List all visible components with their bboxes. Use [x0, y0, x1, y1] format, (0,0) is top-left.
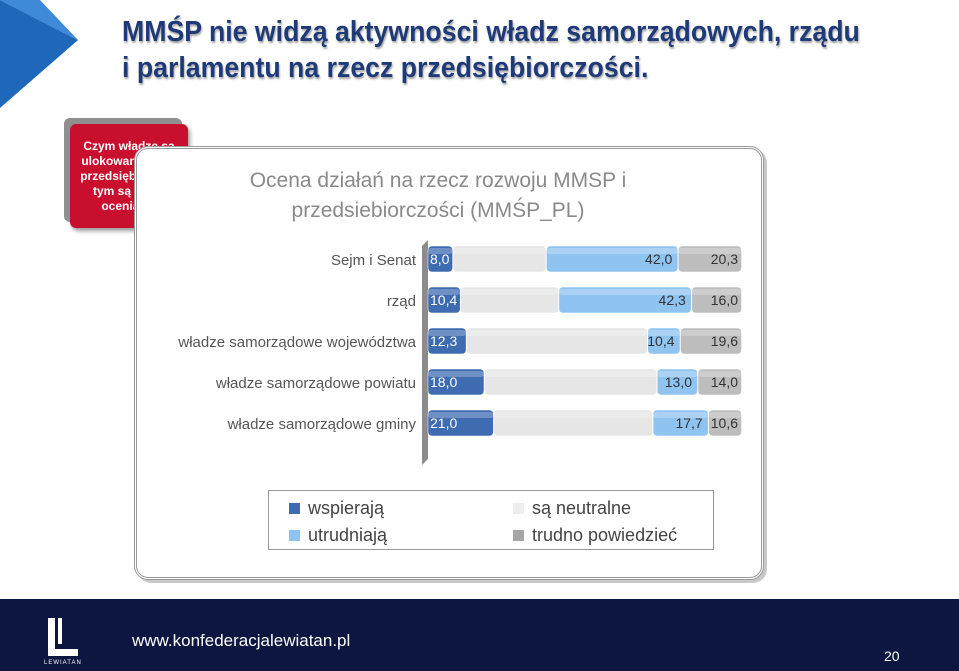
bar-shine-wspieraj--2 — [428, 330, 467, 336]
bar-shine-wspieraj--1 — [428, 289, 461, 295]
chart-title: Ocena działań na rzecz rozwoju MMSP i pr… — [249, 169, 627, 222]
legend-swatch-neutralne — [513, 503, 524, 514]
chart-axis-wall — [422, 240, 428, 465]
bar-trudno-powiedzie--0 — [678, 245, 742, 273]
bar-s-neutralne-3 — [484, 368, 657, 396]
chart-legend: wspierają są neutralne utrudniają trudno… — [268, 490, 714, 550]
bar-shine-utrudniaj--2 — [647, 330, 680, 336]
legend-swatch-utrudniaja — [289, 530, 300, 541]
data-label-utrudniaj--2: 10,4 — [647, 333, 674, 349]
bar-wspieraj--1 — [427, 286, 461, 314]
bar-shine-trudno-powiedzie--4 — [708, 412, 742, 418]
slide-title-line1: MMŚP nie widzą aktywności władz samorząd… — [122, 16, 860, 48]
bar-shine-trudno-powiedzie--3 — [698, 371, 742, 377]
data-label-trudno-powiedzie--1: 16,0 — [711, 292, 738, 308]
bar-utrudniaj--3 — [656, 368, 698, 396]
legend-label-utrudniaja: utrudniają — [308, 525, 388, 545]
bar-shine-utrudniaj--3 — [657, 371, 698, 377]
legend-swatch-trudno — [513, 530, 524, 541]
data-label-utrudniaj--0: 42,0 — [645, 251, 672, 267]
bar-utrudniaj--2 — [647, 327, 681, 355]
bar-wspieraj--4 — [427, 409, 494, 437]
legend-label-trudno: trudno powiedzieć — [532, 525, 678, 545]
data-label-utrudniaj--3: 13,0 — [665, 374, 692, 390]
bar-wspieraj--2 — [427, 327, 467, 355]
bar-trudno-powiedzie--3 — [697, 368, 742, 396]
stacked-bar-chart: Sejm i Senat 8,0 42,0 20,3 rząd 10,4 42,3 16,0 w… — [177, 240, 742, 465]
bar-trudno-powiedzie--2 — [680, 327, 742, 355]
page-number: 20 — [884, 648, 900, 664]
bar-s-neutralne-0 — [452, 245, 547, 273]
bar-shine-s-neutralne-2 — [466, 330, 648, 336]
data-label-wspieraj--3: 18,0 — [430, 374, 457, 390]
category-label-4: władze samorządowe gminy — [227, 416, 417, 433]
data-label-trudno-powiedzie--3: 14,0 — [711, 374, 738, 390]
bar-wspieraj--3 — [427, 368, 485, 396]
bar-shine-trudno-powiedzie--1 — [691, 289, 742, 295]
data-label-wspieraj--1: 10,4 — [430, 292, 457, 308]
bar-shine-wspieraj--0 — [428, 248, 453, 254]
bar-shine-trudno-powiedzie--2 — [680, 330, 742, 336]
data-label-utrudniaj--4: 17,7 — [675, 415, 702, 431]
bar-s-neutralne-4 — [493, 409, 653, 437]
data-label-trudno-powiedzie--2: 19,6 — [711, 333, 738, 349]
data-label-trudno-powiedzie--0: 20,3 — [711, 251, 738, 267]
footer-url[interactable]: www.konfederacjalewiatan.pl — [132, 631, 351, 650]
category-label-2: władze samorządowe województwa — [177, 334, 416, 351]
legend-item-wspieraja: wspierają — [289, 498, 384, 519]
bar-utrudniaj--4 — [652, 409, 709, 437]
footer-bar — [0, 599, 959, 671]
bar-shine-trudno-powiedzie--0 — [678, 248, 742, 254]
data-label-utrudniaj--1: 42,3 — [659, 292, 686, 308]
bar-shine-wspieraj--3 — [428, 371, 484, 377]
bar-shine-utrudniaj--0 — [546, 248, 678, 254]
bar-shine-s-neutralne-4 — [493, 412, 653, 418]
legend-item-neutralne: są neutralne — [513, 498, 631, 519]
data-label-wspieraj--2: 12,3 — [430, 333, 457, 349]
corner-decoration — [0, 0, 78, 108]
legend-label-neutralne: są neutralne — [532, 498, 632, 518]
bar-shine-s-neutralne-1 — [460, 289, 559, 295]
bar-shine-s-neutralne-3 — [484, 371, 657, 377]
category-label-1: rząd — [387, 293, 416, 310]
data-label-wspieraj--0: 8,0 — [430, 251, 450, 267]
bar-trudno-powiedzie--4 — [708, 409, 742, 437]
legend-label-wspieraja: wspierają — [308, 498, 385, 518]
bar-s-neutralne-2 — [466, 327, 648, 355]
bar-wspieraj--0 — [427, 245, 453, 273]
logo-text: LEWIATAN — [44, 660, 82, 666]
bar-utrudniaj--1 — [558, 286, 692, 314]
category-label-0: Sejm i Senat — [331, 252, 417, 269]
slide-title-line2: i parlamentu na rzecz przedsiębiorczości… — [122, 52, 649, 84]
legend-item-trudno: trudno powiedzieć — [513, 525, 677, 546]
lewiatan-logo-icon — [48, 618, 78, 656]
data-label-wspieraj--4: 21,0 — [430, 415, 457, 431]
bar-utrudniaj--0 — [546, 245, 679, 273]
data-label-trudno-powiedzie--4: 10,6 — [711, 415, 738, 431]
bar-s-neutralne-1 — [460, 286, 559, 314]
bar-shine-utrudniaj--1 — [558, 289, 692, 295]
slide-title: MMŚP nie widzą aktywności władz samorząd… — [122, 14, 876, 86]
legend-item-utrudniaja: utrudniają — [289, 525, 387, 546]
bar-shine-s-neutralne-0 — [453, 248, 546, 254]
bar-shine-wspieraj--4 — [428, 412, 494, 418]
bar-shine-utrudniaj--4 — [653, 412, 709, 418]
bar-trudno-powiedzie--1 — [691, 286, 742, 314]
legend-swatch-wspieraja — [289, 503, 300, 514]
category-label-3: władze samorządowe powiatu — [215, 375, 416, 392]
